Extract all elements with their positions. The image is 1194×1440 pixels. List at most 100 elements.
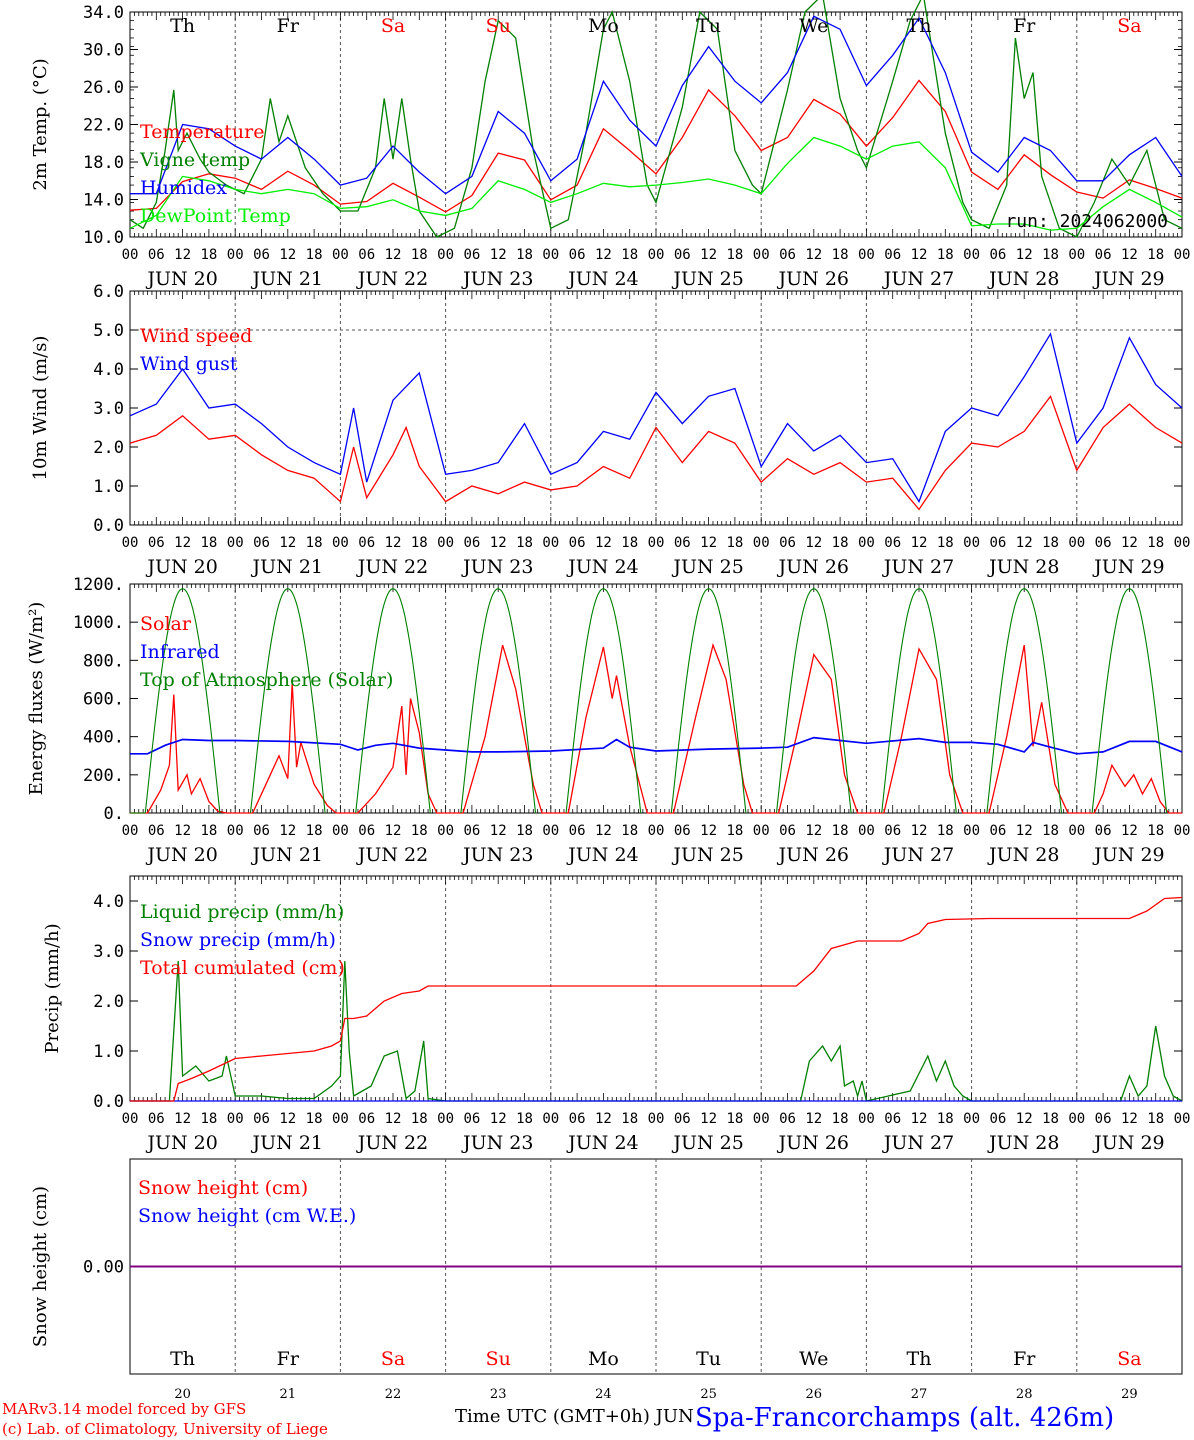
x-hour-label: 18 <box>306 535 323 551</box>
x-hour-label: 00 <box>542 1111 559 1127</box>
bottom-date-label: 25 <box>700 1387 717 1402</box>
x-hour-label: 06 <box>779 1111 796 1127</box>
legend-entry: DewPoint Temp <box>140 205 291 227</box>
x-hour-label: 06 <box>779 535 796 551</box>
x-hour-label: 12 <box>490 823 507 839</box>
bottom-date-label: 26 <box>806 1387 823 1402</box>
x-hour-label: 06 <box>463 535 480 551</box>
x-hour-label: 00 <box>1068 1111 1085 1127</box>
y-tick-label: 34.0 <box>83 3 124 23</box>
toa-solar-series <box>355 588 431 814</box>
wind-gust-series <box>129 332 1183 504</box>
x-hour-label: 12 <box>700 247 717 263</box>
x-date-label: JUN 20 <box>145 556 217 578</box>
x-date-label: JUN 26 <box>777 556 849 578</box>
x-hour-label: 00 <box>437 247 454 263</box>
x-hour-label: 06 <box>358 823 375 839</box>
weekday-label: Th <box>907 15 932 37</box>
x-hour-label: 06 <box>569 535 586 551</box>
y-axis-label: Snow height (cm) <box>30 1186 51 1347</box>
x-hour-label: 06 <box>779 247 796 263</box>
x-hour-label: 06 <box>253 535 270 551</box>
y-tick-label: 1000. <box>73 613 124 633</box>
x-hour-label: 06 <box>253 1111 270 1127</box>
weekday-label: Th <box>170 15 195 37</box>
x-date-label: JUN 20 <box>145 268 217 290</box>
legend-entry: Snow precip (mm/h) <box>140 929 336 951</box>
x-hour-label: 18 <box>937 535 954 551</box>
x-date-label: JUN 21 <box>251 268 323 290</box>
legend-entry: Total cumulated (cm) <box>140 957 345 979</box>
x-hour-label: 12 <box>595 823 612 839</box>
x-hour-label: 00 <box>753 823 770 839</box>
x-hour-label: 12 <box>805 1111 822 1127</box>
x-hour-label: 18 <box>1147 823 1164 839</box>
weekday-label: Sa <box>381 1348 405 1370</box>
x-hour-label: 00 <box>963 247 980 263</box>
y-tick-label: 22.0 <box>83 116 124 136</box>
y-tick-label: 800. <box>83 651 124 671</box>
x-hour-label: 00 <box>963 823 980 839</box>
x-hour-label: 00 <box>858 823 875 839</box>
legend-entry: Liquid precip (mm/h) <box>140 901 344 923</box>
x-date-label: JUN 29 <box>1092 268 1164 290</box>
toa-solar-series <box>881 588 957 814</box>
x-hour-label: 00 <box>1174 823 1191 839</box>
x-hour-label: 06 <box>1095 823 1112 839</box>
x-hour-label: 12 <box>700 535 717 551</box>
x-hour-label: 00 <box>1068 247 1085 263</box>
legend-entry: Snow height (cm) <box>138 1177 308 1199</box>
x-hour-label: 18 <box>621 823 638 839</box>
wind-speed-series <box>129 394 1183 511</box>
x-hour-label: 06 <box>884 247 901 263</box>
x-hour-label: 00 <box>227 247 244 263</box>
bottom-date-label: 27 <box>911 1387 928 1402</box>
legend-entry: Snow height (cm W.E.) <box>138 1205 356 1227</box>
x-hour-label: 06 <box>989 823 1006 839</box>
y-tick-label: 1.0 <box>93 477 124 497</box>
x-hour-label: 00 <box>332 247 349 263</box>
weekday-label: Tu <box>696 1348 721 1370</box>
weekday-label: Sa <box>1117 15 1141 37</box>
x-hour-label: 18 <box>411 535 428 551</box>
x-hour-label: 18 <box>411 1111 428 1127</box>
x-hour-label: 06 <box>148 247 165 263</box>
x-hour-label: 00 <box>1068 535 1085 551</box>
legend-entry: Humidex <box>140 177 227 199</box>
x-date-label: JUN 26 <box>777 1132 849 1154</box>
x-hour-label: 12 <box>174 247 191 263</box>
x-date-label: JUN 29 <box>1092 844 1164 866</box>
x-hour-label: 06 <box>253 823 270 839</box>
x-hour-label: 18 <box>937 247 954 263</box>
y-tick-label: 1.0 <box>93 1042 124 1062</box>
x-hour-label: 06 <box>358 1111 375 1127</box>
y-tick-label: 3.0 <box>93 399 124 419</box>
x-hour-label: 00 <box>227 535 244 551</box>
y-tick-label: 0. <box>104 804 124 824</box>
x-hour-label: 12 <box>911 1111 928 1127</box>
x-hour-label: 00 <box>858 535 875 551</box>
bottom-date-label: 20 <box>174 1387 191 1402</box>
y-tick-label: 2.0 <box>93 992 124 1012</box>
x-axis-label: Time UTC (GMT+0h) JUN <box>455 1406 694 1427</box>
x-hour-label: 06 <box>674 535 691 551</box>
toa-solar-series <box>249 588 326 814</box>
x-hour-label: 12 <box>279 535 296 551</box>
x-hour-label: 18 <box>1042 247 1059 263</box>
x-hour-label: 00 <box>332 535 349 551</box>
x-hour-label: 12 <box>1016 1111 1033 1127</box>
x-hour-label: 18 <box>411 247 428 263</box>
y-axis-label: 2m Temp. (°C) <box>30 58 51 190</box>
toa-solar-series <box>670 588 747 814</box>
solar-series <box>130 642 1182 814</box>
x-hour-label: 12 <box>174 1111 191 1127</box>
x-date-label: JUN 24 <box>566 268 638 290</box>
x-hour-label: 18 <box>200 247 217 263</box>
x-hour-label: 06 <box>884 1111 901 1127</box>
x-hour-label: 12 <box>911 247 928 263</box>
x-date-label: JUN 20 <box>145 1132 217 1154</box>
x-hour-label: 18 <box>621 535 638 551</box>
bottom-date-label: 23 <box>490 1387 507 1402</box>
x-date-label: JUN 27 <box>882 556 954 578</box>
